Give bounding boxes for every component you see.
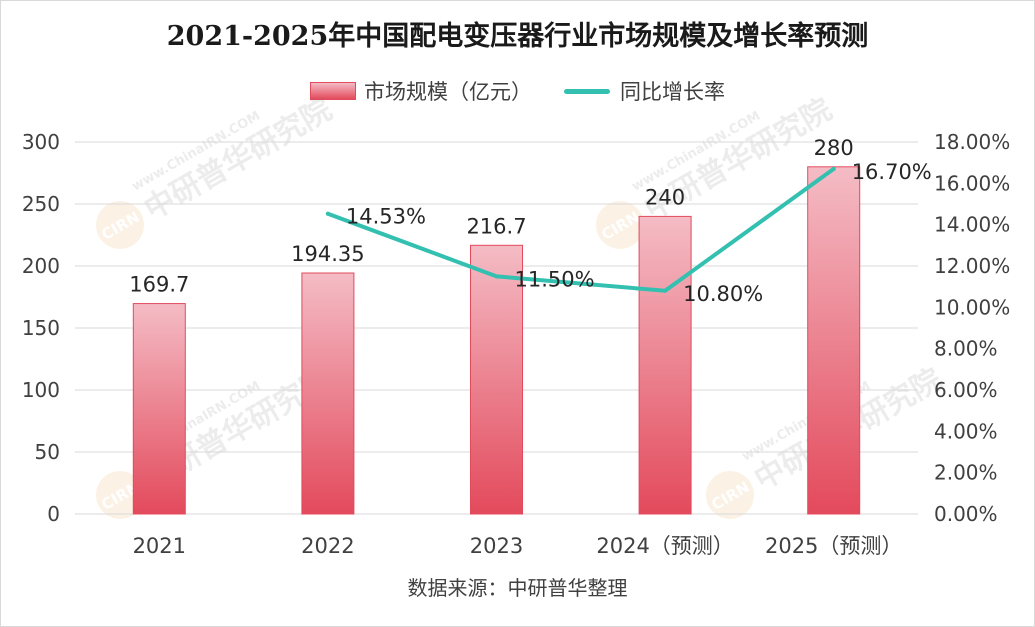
y-left-tick-label: 150 [22,316,60,340]
x-axis-categories: 2021 2022 2023 2024（预测） 2025（预测） [133,534,903,558]
bar [807,166,861,515]
growth-line [325,166,836,293]
growth-value-label: 16.70% [852,160,932,184]
y-right-tick-label: 18.00% [934,130,1010,154]
chart-title: 2021-2025年中国配电变压器行业市场规模及增长率预测 [166,21,869,52]
x-category-label: 2021 [133,534,186,558]
x-category-label: 2022 [301,534,354,558]
line-series: 14.53% 11.50% 10.80% 16.70% [325,160,932,306]
x-category-label: 2024（预测） [596,534,733,558]
growth-point [325,211,330,216]
legend-bar-swatch [310,82,356,100]
y-left-tick-label: 300 [22,130,60,154]
watermark-logo [96,471,144,519]
source-note: 数据来源：中研普华整理 [407,576,628,600]
bar-value-label: 194.35 [291,242,364,266]
y-right-tick-label: 0.00% [934,502,998,526]
watermark-logo [96,201,144,249]
bar [470,244,523,515]
y-right-tick-label: 12.00% [934,254,1010,278]
growth-value-label: 14.53% [346,205,426,229]
legend-label-growth-rate: 同比增长率 [620,80,725,104]
growth-point [831,166,836,171]
growth-value-label: 11.50% [515,267,595,291]
bar-value-label: 169.7 [129,273,189,297]
bar-value-label: 240 [645,185,685,209]
y-right-tick-label: 14.00% [934,213,1010,237]
x-category-label: 2023 [470,534,523,558]
y-axis-right: 0.00% 2.00% 4.00% 6.00% 8.00% 10.00% 12.00% 14.… [934,130,1010,526]
y-right-tick-label: 6.00% [934,378,998,402]
legend-item-growth-rate: 同比增长率 [564,76,725,106]
y-right-tick-label: 16.00% [934,171,1010,195]
y-left-tick-label: 0 [47,502,60,526]
legend-label-market-size: 市场规模（亿元） [364,80,532,104]
watermark-logo [596,201,644,249]
bar-series: 169.7 194.35 216.7 240 280 [129,136,861,515]
bar-value-label: 280 [814,136,854,160]
y-right-tick-label: 4.00% [934,419,998,443]
growth-point [494,274,499,279]
growth-point [663,288,668,293]
y-right-tick-label: 8.00% [934,337,998,361]
x-category-label: 2025（预测） [765,534,902,558]
y-axis-left: 0 50 100 150 200 250 300 [22,130,60,526]
bar [132,303,186,515]
growth-value-label: 10.80% [683,282,763,306]
y-left-tick-label: 200 [22,254,60,278]
bar [638,215,692,515]
bar-value-label: 216.7 [466,214,526,238]
bar [301,272,355,515]
watermark-logo [706,471,754,519]
legend-item-market-size: 市场规模（亿元） [310,76,532,106]
y-right-tick-label: 2.00% [934,461,998,485]
legend: 市场规模（亿元） 同比增长率 [0,76,1035,106]
y-left-tick-label: 100 [22,378,60,402]
y-left-tick-label: 250 [22,192,60,216]
y-left-tick-label: 50 [35,440,60,464]
legend-line-swatch [564,88,610,94]
y-right-tick-label: 10.00% [934,295,1010,319]
